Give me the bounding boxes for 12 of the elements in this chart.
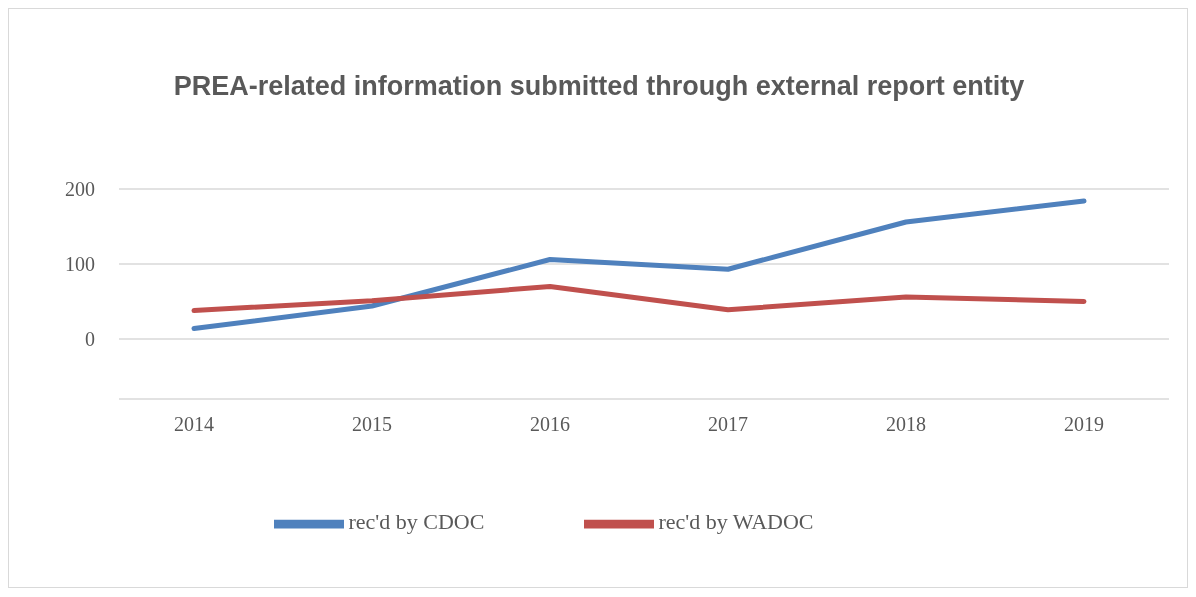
y-tick-label: 0 — [85, 328, 95, 351]
legend-label: rec'd by CDOC — [348, 509, 485, 535]
x-tick-label: 2017 — [708, 413, 748, 436]
chart-title: PREA-related information submitted through external report entity — [172, 71, 1026, 102]
legend-label: rec'd by WADOC — [658, 509, 814, 535]
y-tick-label: 200 — [65, 178, 95, 201]
x-tick-label: 2016 — [530, 413, 570, 436]
x-tick-label: 2018 — [886, 413, 926, 436]
x-tick-label: 2015 — [352, 413, 392, 436]
x-tick-label: 2019 — [1064, 413, 1104, 436]
x-tick-label: 2014 — [174, 413, 214, 436]
y-tick-label: 100 — [65, 253, 95, 276]
